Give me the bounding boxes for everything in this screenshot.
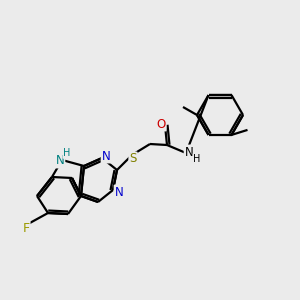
Text: N: N	[102, 149, 110, 163]
Text: N: N	[184, 146, 194, 158]
Text: N: N	[56, 154, 64, 167]
Text: O: O	[156, 118, 166, 130]
Text: S: S	[129, 152, 137, 166]
Text: N: N	[115, 185, 123, 199]
Text: H: H	[63, 148, 71, 158]
Text: H: H	[193, 154, 201, 164]
Text: F: F	[22, 221, 30, 235]
